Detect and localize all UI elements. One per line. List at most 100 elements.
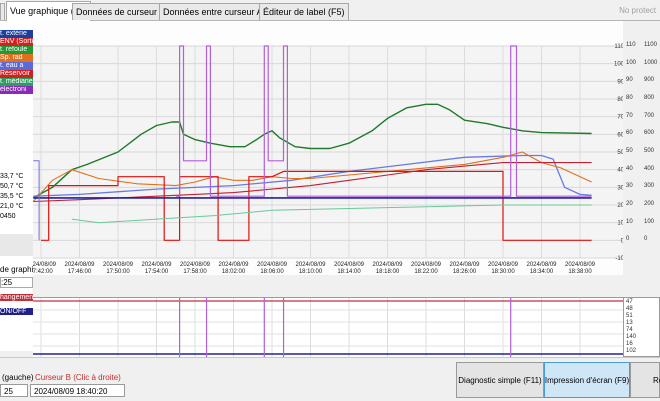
y-tick-label: 10 — [617, 221, 623, 227]
time-tick-label: 18:02:00 — [222, 269, 246, 275]
time-tick-label: 2024/08/09 — [257, 262, 288, 268]
left-panel: t. extérie ENV (Sorti t. refoule Sp. rad t. … — [0, 21, 33, 351]
time-tick-label: 18:22:00 — [414, 269, 438, 275]
time-tick-label: 2024/08/09 — [411, 262, 442, 268]
series-line — [33, 103, 592, 199]
legend-item[interactable]: t. refoule — [0, 46, 33, 54]
y-tick-label: 20 — [617, 203, 623, 209]
time-tick-label: 17:46:00 — [68, 269, 92, 275]
cursor-b-field[interactable]: 2024/08/09 18:40:20 — [30, 384, 125, 397]
time-tick-label: 2024/08/09 — [64, 262, 95, 268]
time-tick-label: 2024/08/09 — [295, 262, 326, 268]
event-axis-tick: 74 — [626, 327, 633, 333]
legend-item[interactable]: t. extérie — [0, 30, 33, 38]
cursor-a-field[interactable]: 25 — [0, 384, 28, 397]
right-axis-tick: 80 — [626, 95, 633, 101]
right-axis-tick: 90 — [626, 77, 633, 84]
time-tick-label: 2024/08/09 — [180, 262, 211, 268]
event-axis: 47 48 51 13 74 140 16 102 — [623, 297, 660, 357]
time-tick-label: 2024/08/09 — [526, 262, 557, 268]
right-axis-tick-secondary: 1100 — [644, 42, 657, 48]
value-readout: 35,5 °C — [0, 193, 24, 200]
value-readout: 50,7 °C — [0, 183, 24, 190]
time-tick-label: 2024/08/09 — [33, 262, 57, 268]
right-axis-tick-secondary: 600 — [644, 130, 655, 137]
legend-item[interactable]: Sp. rad — [0, 54, 33, 62]
right-axis-tick-secondary: 500 — [644, 148, 655, 154]
more-button[interactable]: Re — [630, 362, 660, 398]
y-tick-label: 70 — [617, 115, 623, 121]
event-axis-tick: 102 — [626, 348, 637, 354]
y-tick-label: 110 — [614, 44, 623, 50]
y-tick-label: 50 — [617, 150, 623, 156]
right-axis-tick: 10 — [626, 218, 633, 225]
y-tick-label: 30 — [617, 185, 623, 191]
diagnostic-button[interactable]: Diagnostic simple (F11) — [456, 362, 544, 398]
time-tick-label: 2024/08/09 — [488, 262, 519, 268]
legend-item[interactable]: t. médiane — [0, 78, 33, 86]
panel-scroll-area[interactable] — [0, 234, 33, 256]
time-tick-label: 2024/08/09 — [449, 262, 480, 268]
y-tick-label: 100 — [614, 62, 623, 68]
right-axis: 110 100 90 80 70 60 50 40 30 20 10 0 1100 1000 900 800 7… — [623, 21, 660, 275]
onoff-label: ON/OFF — [0, 308, 33, 315]
legend-item[interactable]: t. eau a — [0, 62, 33, 70]
time-tick-label: 17:42:00 — [33, 269, 53, 275]
right-axis-tick: 110 — [626, 42, 636, 48]
time-tick-label: 17:54:00 — [145, 269, 169, 275]
cursor-a-label: (gauche) — [2, 373, 34, 382]
tab-editeur-label[interactable]: Éditeur de label (F5) — [259, 3, 349, 20]
time-tick-label: 2024/08/09 — [218, 262, 249, 268]
time-tick-label: 2024/08/09 — [372, 262, 403, 268]
legend-item[interactable]: électroni — [0, 86, 33, 94]
right-axis-tick: 70 — [626, 112, 633, 119]
time-tick-label: 18:06:00 — [260, 269, 284, 275]
y-tick-label: 40 — [617, 168, 623, 174]
right-axis-tick-secondary: 700 — [644, 112, 655, 119]
time-tick-label: 2024/08/09 — [565, 262, 596, 268]
time-tick-label: 18:34:00 — [530, 269, 554, 275]
series-line — [71, 204, 592, 224]
print-screen-button[interactable]: Impression d'écran (F9) — [544, 362, 630, 398]
right-axis-tick: 30 — [626, 183, 633, 190]
event-chart[interactable] — [33, 297, 623, 358]
right-axis-tick-secondary: 900 — [644, 77, 655, 84]
time-tick-label: 18:30:00 — [491, 269, 515, 275]
event-axis-tick: 47 — [626, 299, 633, 305]
right-axis-tick-secondary: 1000 — [644, 59, 658, 66]
event-axis-tick: 13 — [626, 320, 633, 326]
right-axis-tick-secondary: 200 — [644, 201, 655, 207]
main-chart[interactable]: 2024/08/0917:42:002024/08/0917:46:002024… — [33, 21, 623, 275]
right-axis-tick-secondary: 300 — [644, 183, 655, 190]
time-tick-label: 2024/08/09 — [103, 262, 134, 268]
time-tick-label: 17:58:00 — [183, 269, 207, 275]
series-line — [33, 154, 592, 197]
series-line — [175, 45, 592, 197]
right-axis-tick-secondary: 0 — [644, 236, 648, 243]
right-axis-tick: 100 — [626, 59, 637, 66]
time-tick-label: 18:14:00 — [337, 269, 361, 275]
y-tick-label: -10 — [615, 256, 623, 262]
time-tick-label: 18:18:00 — [376, 269, 400, 275]
cursor-b-label: Curseur B (Clic à droite) — [35, 373, 121, 382]
time-tick-label: 2024/08/09 — [334, 262, 365, 268]
protection-status: No protect — [619, 6, 656, 15]
event-axis-tick: 16 — [626, 341, 633, 347]
tab-partial — [0, 3, 5, 20]
time-field[interactable]: :25 — [0, 277, 33, 288]
legend-item[interactable]: ENV (Sorti — [0, 38, 33, 46]
series-line — [33, 160, 40, 241]
time-tick-label: 18:10:00 — [299, 269, 323, 275]
right-axis-tick: 20 — [626, 201, 633, 207]
right-axis-tick-secondary: 100 — [644, 218, 655, 225]
series-line — [41, 170, 592, 241]
time-tick-label: 18:26:00 — [453, 269, 477, 275]
legend-item[interactable]: Réservoir — [0, 70, 33, 78]
time-tick-label: 2024/08/09 — [141, 262, 172, 268]
event-axis-tick: 48 — [626, 306, 633, 312]
right-axis-tick: 0 — [626, 236, 630, 243]
value-readout: 0450 — [0, 213, 16, 220]
y-tick-label: 90 — [617, 79, 623, 85]
right-axis-tick: 60 — [626, 130, 633, 137]
time-tick-label: 18:38:00 — [568, 269, 592, 275]
